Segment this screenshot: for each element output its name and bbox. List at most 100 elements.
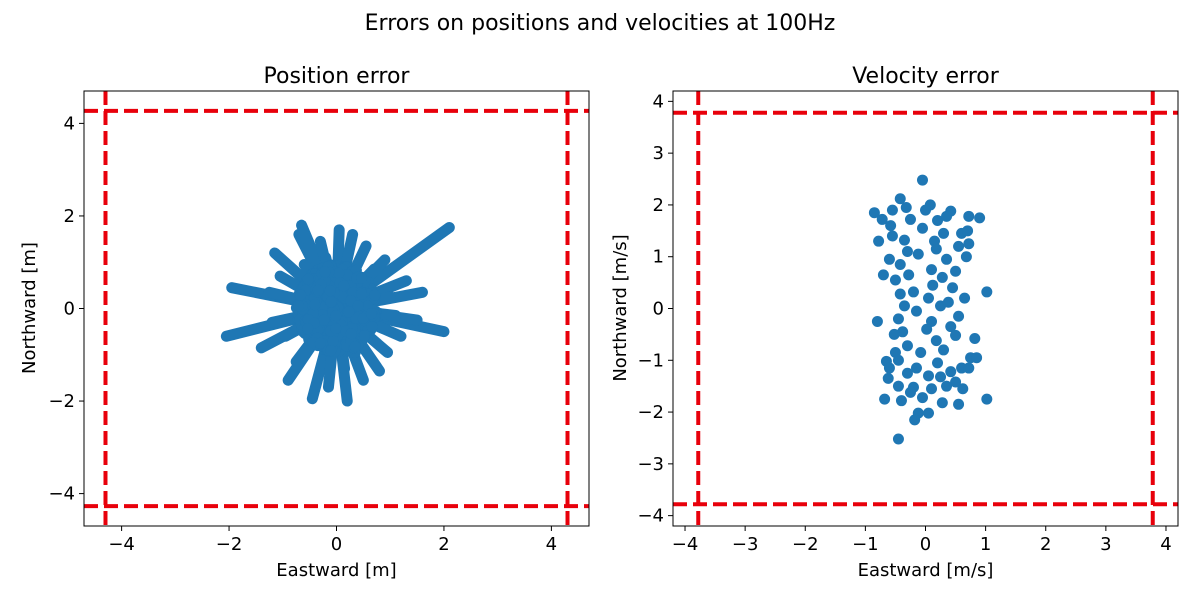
velocity-error-point bbox=[892, 313, 904, 325]
velocity-y-tick-label: −4 bbox=[637, 506, 664, 527]
velocity-error-point bbox=[932, 357, 944, 369]
position-error-point bbox=[318, 314, 330, 326]
velocity-error-point bbox=[938, 344, 950, 356]
velocity-error-point bbox=[923, 407, 935, 419]
position-error-point bbox=[302, 323, 314, 335]
velocity-error-point bbox=[960, 251, 972, 263]
velocity-error-point bbox=[981, 286, 993, 298]
velocity-error-point bbox=[953, 310, 965, 322]
velocity-x-tick-label: 4 bbox=[1160, 534, 1171, 555]
velocity-x-axis-label: Eastward [m/s] bbox=[858, 560, 994, 581]
velocity-error-point bbox=[910, 362, 922, 374]
velocity-error-point bbox=[892, 380, 904, 392]
velocity-error-point bbox=[930, 335, 942, 347]
velocity-error-point bbox=[930, 243, 942, 255]
position-x-tick-label: −2 bbox=[216, 534, 243, 555]
velocity-error-point bbox=[901, 246, 913, 258]
velocity-x-tick-label: −3 bbox=[732, 534, 759, 555]
velocity-error-point bbox=[894, 258, 906, 270]
position-error-point bbox=[319, 266, 331, 278]
velocity-error-point bbox=[916, 174, 928, 186]
position-error-point bbox=[338, 280, 350, 292]
position-x-axis-label: Eastward [m] bbox=[276, 560, 396, 581]
velocity-error-point bbox=[877, 269, 889, 281]
velocity-error-point bbox=[941, 253, 953, 265]
velocity-error-point bbox=[950, 376, 962, 388]
velocity-error-point bbox=[950, 329, 962, 341]
velocity-error-point bbox=[907, 286, 919, 298]
velocity-y-tick-label: −1 bbox=[637, 350, 664, 371]
position-y-tick-label: 0 bbox=[64, 299, 75, 320]
velocity-plot-area bbox=[673, 91, 1178, 526]
position-error-point bbox=[312, 284, 324, 296]
position-x-tick-label: −4 bbox=[108, 534, 135, 555]
velocity-x-tick-label: 2 bbox=[1040, 534, 1051, 555]
velocity-error-point bbox=[888, 328, 900, 340]
velocity-error-point bbox=[927, 279, 939, 291]
position-error-point bbox=[369, 289, 381, 301]
position-error-point bbox=[356, 288, 368, 300]
velocity-error-point bbox=[912, 248, 924, 260]
velocity-error-point bbox=[892, 354, 904, 366]
velocity-error-point bbox=[871, 315, 883, 327]
position-error-point bbox=[365, 308, 377, 320]
position-x-tick-label: 2 bbox=[438, 534, 449, 555]
position-error-point bbox=[357, 312, 369, 324]
velocity-error-point bbox=[886, 204, 898, 216]
velocity-error-point bbox=[941, 380, 953, 392]
position-y-tick-label: 4 bbox=[64, 113, 75, 134]
velocity-error-point bbox=[883, 253, 895, 265]
position-y-tick-label: −2 bbox=[48, 391, 75, 412]
position-error-point bbox=[356, 272, 368, 284]
velocity-error-point bbox=[926, 264, 938, 276]
velocity-error-point bbox=[894, 193, 906, 205]
velocity-error-point bbox=[953, 240, 965, 252]
velocity-error-point bbox=[974, 212, 986, 224]
velocity-error-point bbox=[909, 414, 921, 426]
velocity-error-point bbox=[969, 333, 981, 345]
velocity-error-point bbox=[932, 214, 944, 226]
figure-suptitle: Errors on positions and velocities at 10… bbox=[365, 11, 836, 36]
velocity-error-point bbox=[963, 238, 975, 250]
position-error-point bbox=[343, 306, 355, 318]
velocity-error-point bbox=[962, 225, 974, 237]
position-error-point bbox=[347, 286, 359, 298]
position-x-tick-label: 4 bbox=[546, 534, 557, 555]
position-error-core bbox=[290, 259, 382, 357]
position-error-point bbox=[327, 335, 339, 347]
velocity-error-point bbox=[936, 271, 948, 283]
velocity-error-point bbox=[900, 202, 912, 214]
velocity-error-point bbox=[923, 292, 935, 304]
velocity-error-point bbox=[926, 383, 938, 395]
velocity-error-point bbox=[923, 370, 935, 382]
velocity-error-point bbox=[895, 395, 907, 407]
velocity-error-point bbox=[901, 340, 913, 352]
velocity-error-point bbox=[915, 347, 927, 359]
velocity-x-tick-label: 1 bbox=[980, 534, 991, 555]
position-error-point bbox=[352, 300, 364, 312]
position-y-tick-label: −4 bbox=[48, 484, 75, 505]
position-error-point bbox=[359, 329, 371, 341]
velocity-error-point bbox=[883, 362, 895, 374]
position-error-point bbox=[293, 300, 305, 312]
position-error-point bbox=[295, 289, 307, 301]
velocity-y-tick-label: 3 bbox=[653, 143, 664, 164]
velocity-x-tick-label: −1 bbox=[852, 534, 879, 555]
position-x-tick-label: 0 bbox=[331, 534, 342, 555]
position-error-point bbox=[325, 296, 337, 308]
velocity-error-point bbox=[898, 234, 910, 246]
velocity-error-point bbox=[957, 383, 969, 395]
position-error-point bbox=[345, 328, 357, 340]
velocity-error-point bbox=[963, 362, 975, 374]
velocity-y-tick-label: 2 bbox=[653, 195, 664, 216]
velocity-x-tick-label: 3 bbox=[1100, 534, 1111, 555]
velocity-error-point bbox=[901, 367, 913, 379]
velocity-error-point bbox=[886, 230, 898, 242]
velocity-error-point bbox=[876, 213, 888, 225]
velocity-y-tick-label: −2 bbox=[637, 402, 664, 423]
position-error-point bbox=[330, 322, 342, 334]
velocity-y-tick-label: 0 bbox=[653, 299, 664, 320]
velocity-error-title: Velocity error bbox=[852, 64, 1000, 89]
velocity-error-panel: Velocity error Eastward [m/s] Northward … bbox=[610, 64, 1179, 581]
